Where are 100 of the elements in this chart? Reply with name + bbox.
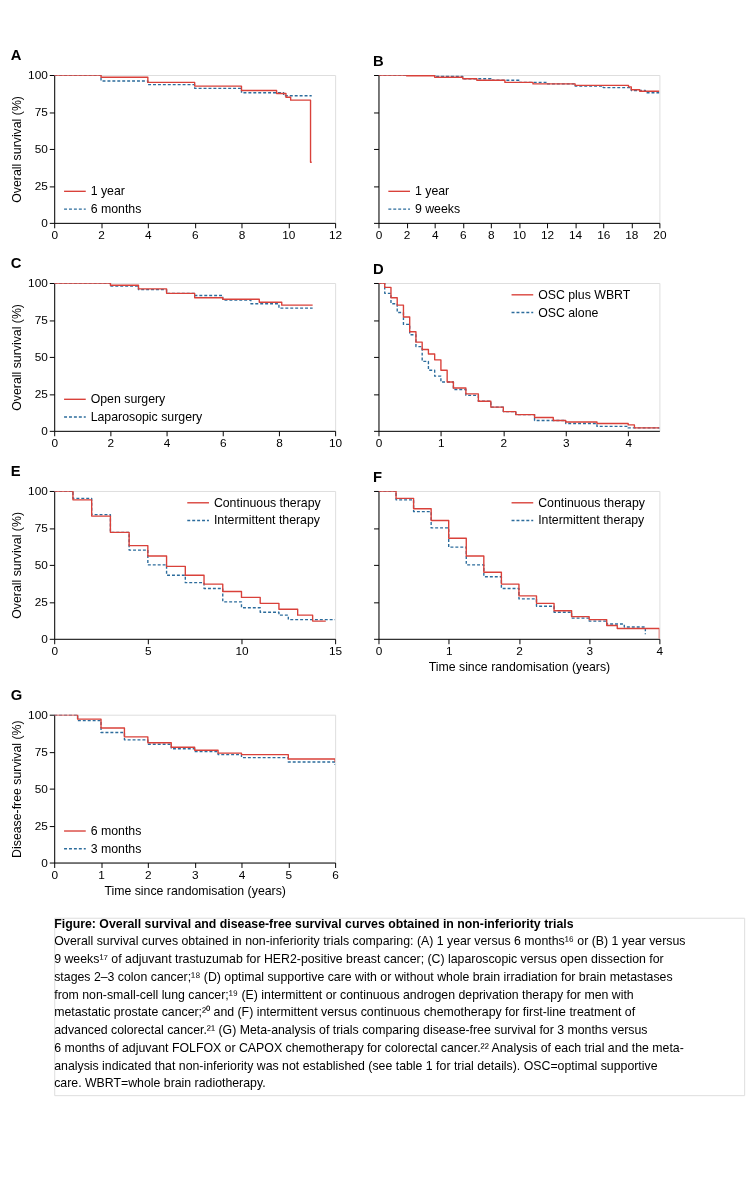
legend-label: OSC plus WBRT xyxy=(538,287,631,302)
text: advanced colorectal cancer.²¹ (G) Meta-analysis of trials comparing disease-free survival for 3 months versus xyxy=(54,1023,648,1038)
chart-title: A xyxy=(10,47,22,64)
x-tick-label: 0 xyxy=(375,644,383,659)
x-tick-label: 6 xyxy=(332,867,340,882)
legend-label: 6 months xyxy=(90,202,142,217)
x-tick-label: 2 xyxy=(107,436,115,451)
y-tick-label: 25 xyxy=(34,595,49,610)
text: 9 weeks¹⁷ of adjuvant trastuzumab for HER2-positive breast cancer; (C) laparoscopic versus open dissection for xyxy=(54,952,664,967)
legend-label: 1 year xyxy=(90,184,125,199)
x-tick-label: 4 xyxy=(625,436,633,451)
text: analysis indicated that non-inferiority was not established (see table 1 for trial details). OSC=optimal supportive xyxy=(54,1058,658,1073)
x-tick-label: 6 xyxy=(191,228,199,243)
legend-label: 3 months xyxy=(90,841,142,856)
y-tick-label: 100 xyxy=(28,708,49,723)
x-tick-label: 8 xyxy=(238,228,246,243)
legend-label: Continuous therapy xyxy=(538,495,646,510)
x-tick-label: 0 xyxy=(51,228,59,243)
y-tick-label: 25 xyxy=(34,179,49,194)
x-tick-label: 5 xyxy=(145,644,153,659)
x-tick-label: 12 xyxy=(329,228,343,243)
text: from non-small-cell lung cancer;¹⁹ (E) intermittent or continuous androgen deprivation therapy for men with xyxy=(54,987,634,1002)
x-tick-label: 12 xyxy=(540,228,555,243)
legend-label: 1 year xyxy=(414,184,450,199)
x-tick-label: 2 xyxy=(98,228,105,243)
x-tick-label: 3 xyxy=(586,644,594,659)
x-tick-label: 18 xyxy=(625,228,639,243)
text: 6 months of adjuvant FOLFOX or CAPOX chemotherapy for colorectal cancer.²² Analysis of each trial and the meta- xyxy=(54,1040,684,1055)
y-tick-label: 50 xyxy=(34,782,49,797)
y-axis-title: Overall survival (%) xyxy=(10,512,25,619)
x-tick-label: 10 xyxy=(512,228,527,243)
y-tick-label: 25 xyxy=(34,387,49,402)
chart-title: B xyxy=(373,52,384,69)
legend-label: Intermittent therapy xyxy=(213,513,321,528)
x-tick-label: 0 xyxy=(51,867,59,882)
x-tick-label: 4 xyxy=(238,867,246,882)
y-tick-label: 0 xyxy=(41,216,49,231)
y-tick-label: 0 xyxy=(41,855,49,870)
legend-label: Open surgery xyxy=(90,392,167,407)
x-tick-label: 8 xyxy=(276,436,284,451)
x-tick-label: 4 xyxy=(145,228,153,243)
y-tick-label: 75 xyxy=(34,313,49,328)
chart-title: E xyxy=(10,463,21,480)
x-tick-label: 20 xyxy=(653,228,667,243)
x-tick-label: 1 xyxy=(438,436,445,451)
text: care. WBRT=whole brain radiotherapy. xyxy=(54,1076,266,1091)
y-tick-label: 100 xyxy=(28,484,49,499)
y-tick-label: 25 xyxy=(34,819,49,834)
x-tick-label: 2 xyxy=(500,436,508,451)
x-tick-label: 2 xyxy=(403,228,411,243)
x-tick-label: 4 xyxy=(656,644,664,659)
x-tick-label: 6 xyxy=(459,228,467,243)
x-tick-label: 2 xyxy=(145,867,152,882)
x-tick-label: 10 xyxy=(282,228,296,243)
x-tick-label: 8 xyxy=(488,228,496,243)
x-tick-label: 6 xyxy=(219,436,227,451)
x-tick-label: 5 xyxy=(285,867,293,882)
y-tick-label: 0 xyxy=(41,424,49,439)
y-tick-label: 75 xyxy=(34,745,49,760)
y-axis-title: Overall survival (%) xyxy=(10,304,25,411)
x-tick-label: 1 xyxy=(445,644,453,659)
chart-title: G xyxy=(10,686,23,703)
legend-label: OSC alone xyxy=(538,305,599,320)
y-tick-label: 100 xyxy=(28,276,49,291)
y-tick-label: 50 xyxy=(34,558,49,573)
chart-title: F xyxy=(373,468,383,485)
x-tick-label: 0 xyxy=(51,644,59,659)
legend-label: Laparosopic surgery xyxy=(90,409,204,424)
chart-title: C xyxy=(10,255,22,272)
legend-label: Intermittent therapy xyxy=(538,513,646,528)
text: Overall survival curves obtained in non-inferiority trials comparing: (A) 1 year versus 6 months¹⁶ or (B) 1 year versus xyxy=(54,934,686,949)
x-tick-label: 10 xyxy=(235,644,249,659)
y-axis-title: Overall survival (%) xyxy=(10,96,25,203)
x-tick-label: 3 xyxy=(191,867,199,882)
x-tick-label: 0 xyxy=(51,436,59,451)
x-tick-label: 2 xyxy=(516,644,523,659)
y-tick-label: 0 xyxy=(41,632,49,647)
text: Figure: Overall survival and disease-free survival curves obtained in non-inferiority trials xyxy=(54,916,574,931)
x-axis-title: Time since randomisation (years) xyxy=(104,883,286,898)
x-tick-label: 1 xyxy=(98,867,105,882)
x-tick-label: 4 xyxy=(431,228,439,243)
text: metastatic prostate cancer;²⁰ and (F) intermittent versus continuous chemotherapy for first-line treatment of xyxy=(54,1005,636,1020)
text: stages 2–3 colon cancer;¹⁸ (D) optimal supportive care with or without whole brain irradiation for brain metastases xyxy=(54,969,673,984)
y-tick-label: 75 xyxy=(34,521,49,536)
y-tick-label: 50 xyxy=(34,350,49,365)
chart-title: D xyxy=(373,260,385,277)
x-tick-label: 4 xyxy=(163,436,171,451)
x-axis-title: Time since randomisation (years) xyxy=(428,659,611,674)
y-tick-label: 50 xyxy=(34,142,49,157)
x-tick-label: 3 xyxy=(562,436,570,451)
x-tick-label: 0 xyxy=(375,228,383,243)
legend-label: 6 months xyxy=(90,823,142,838)
legend-label: 9 weeks xyxy=(414,202,461,217)
x-tick-label: 14 xyxy=(569,228,583,243)
legend-label: Continuous therapy xyxy=(213,495,322,510)
y-axis-title: Disease-free survival (%) xyxy=(10,720,25,858)
x-tick-label: 10 xyxy=(329,436,343,451)
x-tick-label: 16 xyxy=(597,228,611,243)
y-tick-label: 75 xyxy=(34,105,49,120)
x-tick-label: 15 xyxy=(329,644,343,659)
